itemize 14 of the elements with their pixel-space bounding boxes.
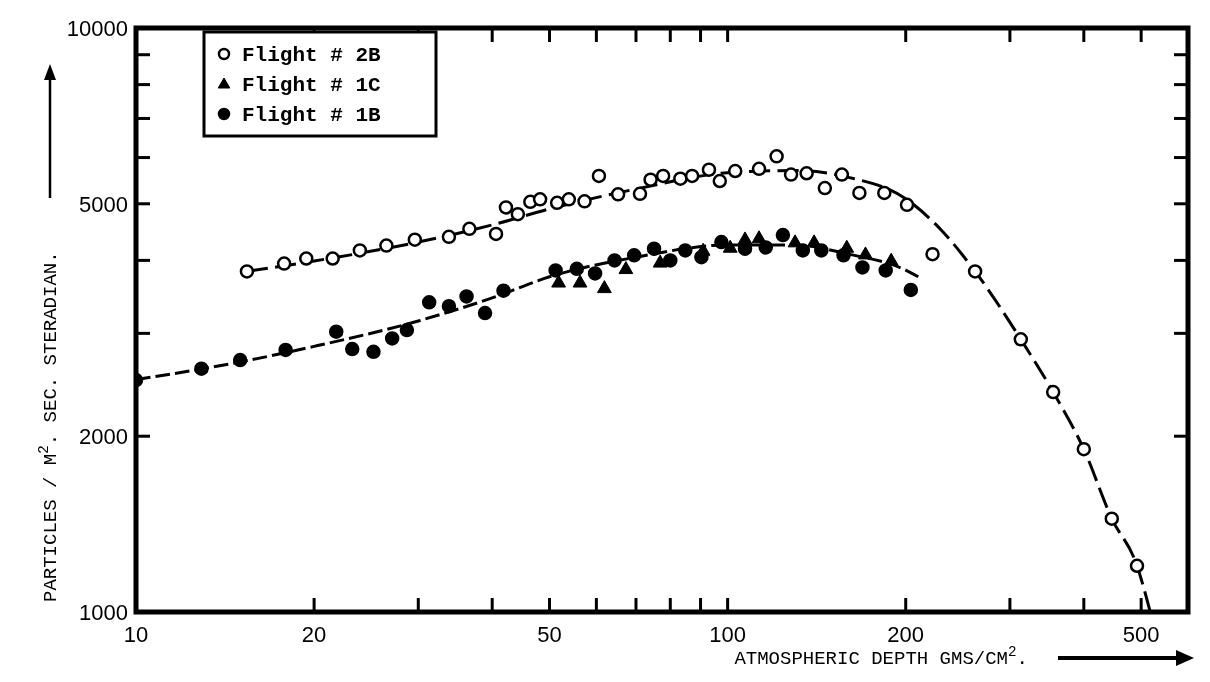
- y-tick-label: 10000: [66, 16, 128, 41]
- y-tick-label: 1000: [79, 600, 128, 625]
- legend-label: Flight # 2B: [242, 44, 382, 67]
- legend-label: Flight # 1C: [242, 74, 382, 97]
- x-tick-label: 500: [1122, 622, 1160, 647]
- x-tick-label: 20: [301, 622, 327, 647]
- y-tick-label: 2000: [79, 424, 128, 450]
- x-tick-label: 200: [887, 622, 925, 647]
- legend-label: Flight # 1B: [242, 104, 382, 127]
- x-tick-label: 10: [123, 622, 149, 647]
- x-tick-label: 50: [537, 622, 562, 647]
- x-tick-label: 100: [709, 622, 746, 647]
- y-tick-label: 5000: [79, 191, 128, 217]
- x-axis-title: ATMOSPHERIC DEPTH GMS/CM$^{2}$.: [734, 644, 1028, 670]
